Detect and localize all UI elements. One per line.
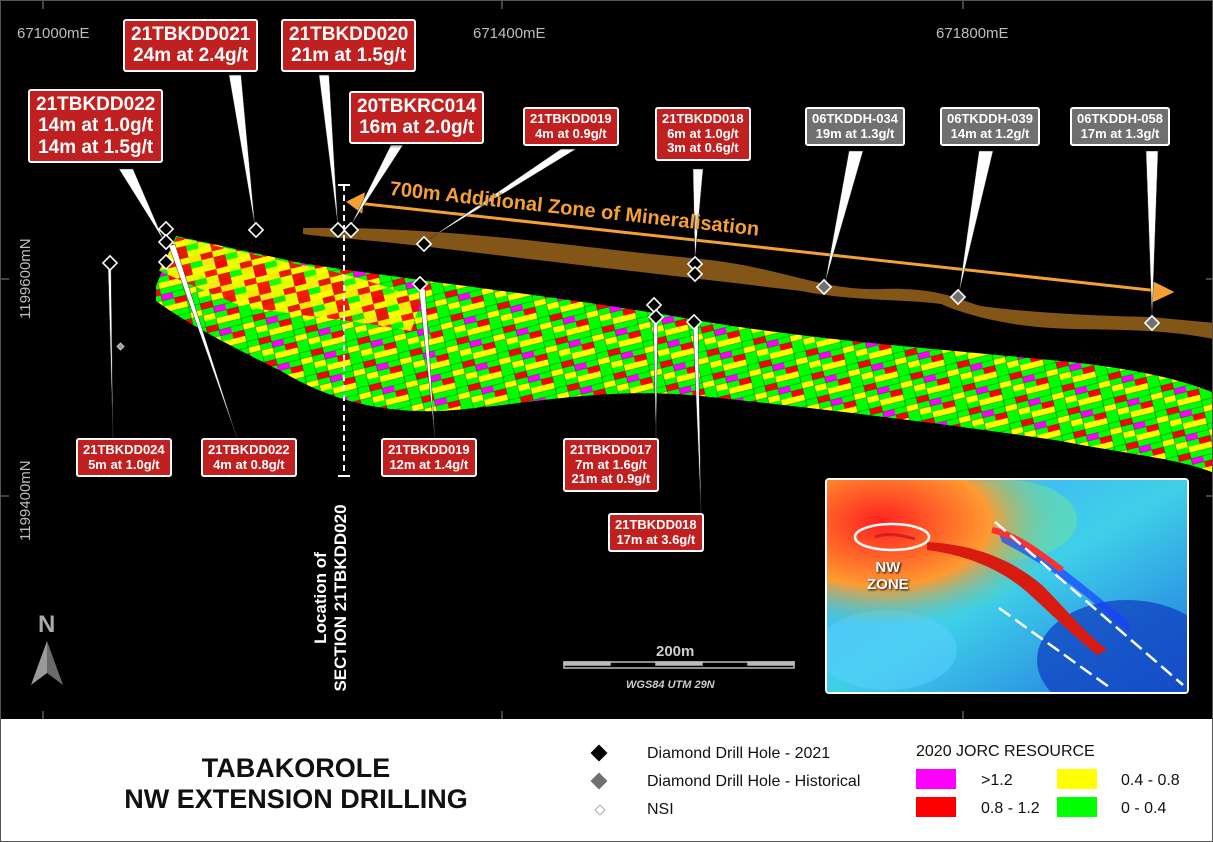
callout-21tbkdd020: 21TBKDD020 21m at 1.5g/t [281,19,417,72]
inset-zone-label: NW ZONE [867,559,909,593]
callout-21tbkdd018-bottom: 21TBKDD018 17m at 3.6g/t [608,513,704,553]
drillhole-marker [329,221,347,239]
drillhole-marker [342,221,360,239]
nsi-marker [116,342,125,351]
inset-geophysics-map: NW ZONE [825,478,1189,694]
diamond-icon [590,772,608,790]
north-label: N [38,611,56,638]
callout-21tbkdd021: 21TBKDD021 24m at 2.4g/t [123,19,259,72]
map-panel: 671000mE 671400mE 671800mE 1199600mN 119… [1,1,1212,719]
callout-21tbkdd022-top: 21TBKDD022 14m at 1.0g/t 14m at 1.5g/t [28,89,164,163]
swatch-label-0-8-1-2: 0.8 - 1.2 [981,800,1040,817]
easting-label-3: 671800mE [936,25,1009,42]
swatch-gt-1-2 [916,769,956,789]
historical-hole-marker [815,278,833,296]
drillhole-marker [101,254,119,272]
drillhole-marker [415,235,433,253]
drillhole-marker [686,265,704,283]
resource-legend-title: 2020 JORC RESOURCE [916,743,1095,760]
drillhole-marker [157,253,175,271]
callout-20tbkrc014: 20TBKRC014 16m at 2.0g/t [349,91,485,144]
scale-label: 200m [656,643,695,660]
easting-label-1: 671000mE [17,25,90,42]
callout-21tbkdd022-bottom: 21TBKDD022 4m at 0.8g/t [201,438,297,478]
inset-canvas [827,480,1187,692]
additional-zone-band [303,227,1212,339]
callout-06tkddh-058: 06TKDDH-058 17m at 1.3g/t [1070,107,1170,147]
section-location-label: Location of SECTION 21TBKDD020 [311,504,351,692]
swatch-label-0-4-0-8: 0.4 - 0.8 [1121,772,1180,789]
drillhole-marker [157,233,175,251]
historical-hole-marker [1143,314,1161,332]
swatch-0-8-1-2 [916,797,956,817]
callout-21tbkdd018-top: 21TBKDD018 6m at 1.0g/t 3m at 0.6g/t [655,107,751,161]
north-arrow-icon [31,641,47,685]
historical-hole-marker [949,288,967,306]
drillhole-marker [685,313,703,331]
drillhole-marker [645,296,663,314]
legend-panel: TABAKOROLE NW EXTENSION DRILLING Diamond… [1,719,1212,841]
small-diamond-icon [594,804,606,816]
projection-label: WGS84 UTM 29N [626,679,715,691]
easting-label-2: 671400mE [473,25,546,42]
drillhole-marker [411,275,429,293]
drillhole-marker [247,221,265,239]
swatch-label-gt-1-2: >1.2 [981,772,1013,789]
scale-bar [563,661,795,669]
resource-high-grade-core [159,237,421,331]
diamond-icon [590,744,608,762]
callout-06tkddh-039: 06TKDDH-039 14m at 1.2g/t [940,107,1040,147]
callout-21tbkdd017: 21TBKDD017 7m at 1.6g/t 21m at 0.9g/t [563,438,659,492]
callout-21tbkdd019-top: 21TBKDD019 4m at 0.9g/t [523,107,619,147]
figure-title: TABAKOROLE NW EXTENSION DRILLING [124,753,468,815]
map-canvas [1,1,1212,719]
swatch-0-4-0-8 [1057,769,1097,789]
swatch-0-0-4 [1057,797,1097,817]
callout-06tkddh-034: 06TKDDH-034 19m at 1.3g/t [805,107,905,147]
drillhole-marker [686,255,704,273]
callout-21tbkdd019-bottom: 21TBKDD019 12m at 1.4g/t [381,438,477,478]
swatch-label-0-0-4: 0 - 0.4 [1121,800,1167,817]
callout-21tbkdd024: 21TBKDD024 5m at 1.0g/t [76,438,172,478]
drillhole-marker [157,220,175,238]
drillhole-marker [647,308,665,326]
